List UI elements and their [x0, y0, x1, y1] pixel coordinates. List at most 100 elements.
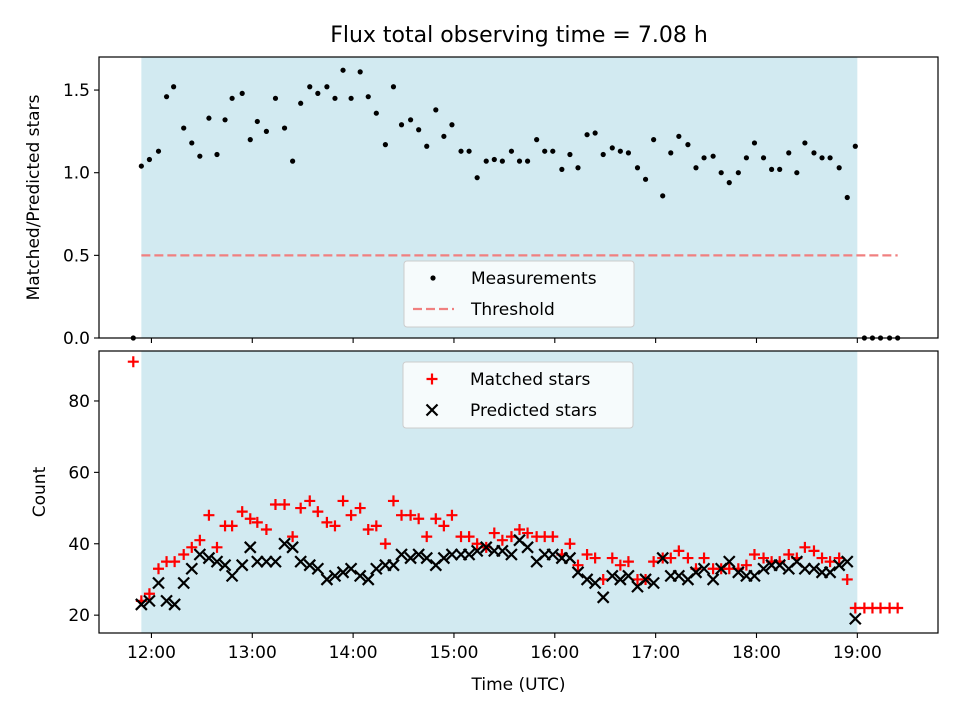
- matched-star-point: [186, 541, 198, 553]
- predicted-star-point: [278, 537, 291, 551]
- predicted-star-point: [135, 598, 148, 611]
- chart-title: Flux total observing time = 7.08 h: [330, 23, 708, 48]
- predicted-star-point: [243, 541, 257, 554]
- measurement-point: [441, 133, 447, 139]
- measurement-point: [390, 84, 397, 90]
- predicted-star-point: [210, 555, 224, 568]
- predicted-star-point: [269, 555, 282, 568]
- measurement-point: [794, 170, 800, 176]
- predicted-star-point: [622, 569, 635, 583]
- measurement-point: [229, 95, 235, 101]
- legend-matched-stars-swatch: [426, 373, 438, 385]
- matched-star-point: [226, 520, 238, 532]
- measurement-point: [416, 127, 422, 133]
- predicted-star-point: [689, 566, 703, 579]
- predicted-star-point: [639, 573, 652, 586]
- measurement-point: [181, 125, 187, 131]
- predicted-star-point: [420, 551, 434, 565]
- x-tick-label: 19:00: [833, 643, 882, 663]
- measurement-point: [424, 143, 430, 149]
- predicted-star-point: [404, 551, 417, 565]
- predicted-star-point: [251, 555, 264, 568]
- measurement-point: [660, 193, 666, 199]
- predicted-star-point: [656, 551, 669, 565]
- predicted-star-point: [470, 544, 484, 558]
- matched-star-point: [405, 509, 417, 521]
- measurement-point: [189, 140, 195, 146]
- x-tick-label: 12:00: [127, 643, 176, 663]
- predicted-star-point: [445, 548, 459, 561]
- matched-star-point: [748, 548, 760, 560]
- measurement-point: [307, 84, 313, 90]
- matched-star-point: [606, 552, 618, 564]
- legend-label: Matched stars: [470, 370, 590, 390]
- measurement-point: [163, 94, 170, 100]
- measurement-point: [600, 151, 606, 158]
- measurement-point: [726, 180, 732, 186]
- matched-star-point: [329, 520, 341, 532]
- predicted-star-point: [832, 558, 846, 572]
- y-tick-label: 80: [68, 392, 90, 412]
- measurement-point: [474, 175, 480, 181]
- predicted-star-point: [840, 555, 854, 568]
- matched-star-point: [438, 520, 450, 532]
- measurement-point: [324, 84, 330, 90]
- measurement-point: [449, 122, 455, 128]
- measurement-point: [550, 148, 556, 154]
- matched-star-point: [808, 545, 820, 557]
- matched-star-point: [564, 538, 576, 550]
- measurement-point: [802, 140, 808, 146]
- counts-axes-frame: [98, 350, 939, 634]
- measurement-point: [222, 117, 228, 123]
- measurement-point: [239, 90, 245, 96]
- predicted-star-point: [580, 573, 594, 586]
- predicted-star-point: [722, 555, 736, 568]
- matched-star-point: [379, 538, 391, 550]
- predicted-star-point: [563, 551, 577, 565]
- predicted-star-point: [479, 541, 493, 554]
- measurement-point: [718, 170, 724, 176]
- measurement-point: [625, 150, 632, 156]
- matched-star-point: [211, 541, 223, 553]
- matched-star-point: [488, 527, 500, 539]
- matched-star-point: [673, 545, 685, 557]
- y-tick-label: 20: [68, 606, 90, 626]
- predicted-star-point: [757, 562, 770, 576]
- predicted-star-point: [370, 562, 383, 576]
- measurement-point: [146, 156, 153, 163]
- measurement-point: [634, 165, 641, 171]
- predicted-star-point: [286, 541, 299, 554]
- matched-star-point: [514, 523, 526, 535]
- measurement-point: [247, 137, 253, 143]
- predicted-star-point: [193, 548, 207, 561]
- y-tick-label: 40: [68, 535, 90, 555]
- matched-star-point: [824, 556, 836, 568]
- matched-star-point: [236, 506, 248, 518]
- predicted-star-point: [732, 566, 745, 579]
- matched-star-point: [295, 502, 307, 514]
- y-tick-label: 60: [68, 463, 90, 483]
- measurement-point: [693, 165, 699, 171]
- matched-star-point: [648, 556, 660, 568]
- matched-star-point: [287, 531, 299, 543]
- predicted-star-point: [706, 573, 720, 586]
- counts-panel: 20 40 60 80 12:00 13:00 14:00 15:00 16:00 17:00 18…: [30, 350, 939, 695]
- measurement-point: [407, 117, 414, 123]
- matched-star-point: [572, 559, 584, 571]
- matched-star-point: [665, 552, 677, 564]
- predicted-star-point: [773, 558, 786, 572]
- matched-star-point: [496, 534, 508, 546]
- matched-star-point: [304, 495, 316, 507]
- predicted-star-point: [697, 562, 711, 576]
- x-tick-label: 16:00: [530, 643, 579, 663]
- measurement-point: [710, 153, 716, 159]
- predicted-star-point: [546, 548, 560, 561]
- matched-star-point: [446, 509, 458, 521]
- predicted-star-point: [260, 555, 273, 568]
- matched-star-point: [740, 559, 752, 571]
- predicted-star-point: [606, 569, 619, 583]
- matched-star-point: [362, 523, 374, 535]
- measurement-point: [398, 122, 405, 128]
- predicted-star-point: [798, 562, 812, 576]
- x-tick-label: 18:00: [732, 643, 781, 663]
